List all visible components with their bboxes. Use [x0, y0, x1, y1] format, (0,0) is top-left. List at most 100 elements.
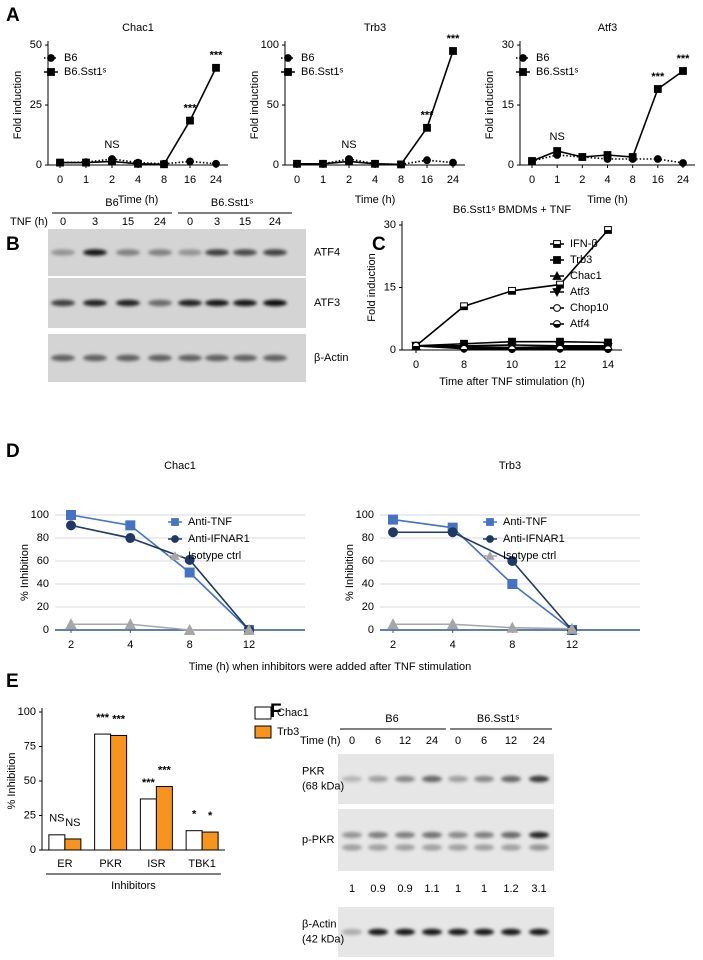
- marker: [447, 527, 458, 538]
- legend-marker: [486, 518, 494, 526]
- marker: [125, 520, 136, 531]
- x-tick-label: 8: [630, 174, 636, 186]
- marker: [653, 155, 662, 163]
- y-tick-label: 0: [368, 624, 374, 636]
- row-label: (68 kDa): [302, 780, 344, 792]
- legend-label: B6.Sst1ˢ: [536, 66, 579, 78]
- y-tick-label: 30: [384, 219, 396, 231]
- x-tick-label: 14: [602, 359, 614, 371]
- x-axis-label: Inhibitors: [111, 880, 156, 892]
- x-tick-label: 0: [294, 174, 300, 186]
- band: [529, 844, 549, 851]
- marker: [423, 123, 431, 132]
- x-tick-label: 16: [652, 174, 664, 186]
- marker: [56, 158, 64, 167]
- marker: [604, 226, 612, 234]
- marker: [186, 116, 194, 125]
- band: [51, 354, 75, 362]
- lane-label: 3: [92, 216, 98, 228]
- legend-marker: [284, 54, 292, 62]
- x-tick-label: 12: [243, 639, 255, 651]
- y-tick-label: 0: [30, 844, 36, 856]
- series-line: [71, 623, 249, 631]
- x-tick-label: 1: [554, 174, 560, 186]
- panel-label: F: [270, 701, 282, 722]
- x-tick-label: 8: [161, 174, 167, 186]
- x-axis-label: Time (h) when inhibitors were added afte…: [189, 661, 471, 673]
- x-tick-label: 24: [210, 174, 222, 186]
- y-tick-label: 0: [390, 344, 396, 356]
- band: [342, 844, 362, 851]
- marker: [556, 280, 564, 289]
- x-tick-label: 1: [320, 174, 326, 186]
- x-tick-label: 24: [447, 174, 459, 186]
- row-label: β-Actin: [314, 352, 348, 364]
- bar: [185, 830, 203, 851]
- x-tick-label: 4: [372, 174, 378, 186]
- band: [529, 928, 549, 936]
- y-axis-label: Fold induction: [484, 71, 496, 140]
- group-label: B6.Sst1ˢ: [211, 197, 254, 209]
- significance-label: ***: [142, 777, 156, 789]
- x-tick-label: 2: [346, 174, 352, 186]
- legend-label: Anti-IFNAR1: [503, 533, 565, 545]
- legend-label: Isotype ctrl: [503, 550, 556, 562]
- blot-panel: [338, 809, 554, 871]
- quantification: 1: [349, 883, 355, 895]
- legend-label: Atf4: [570, 318, 590, 330]
- x-tick-label: 16: [421, 174, 433, 186]
- chart-title: Chac1: [122, 22, 154, 34]
- lane-label: 0: [187, 216, 193, 228]
- lane-label: 0: [455, 735, 461, 747]
- marker: [66, 510, 76, 520]
- legend-marker: [553, 256, 561, 264]
- group-label: B6.Sst1ˢ: [477, 713, 520, 725]
- x-tick-label: 0: [529, 174, 535, 186]
- y-tick-label: 100: [18, 706, 36, 718]
- y-tick-label: 20: [37, 601, 49, 613]
- significance-label: ***: [96, 712, 110, 724]
- x-tick-label: 2: [579, 174, 585, 186]
- quantification: 0.9: [397, 883, 412, 895]
- chart-title: Atf3: [598, 22, 618, 34]
- x-axis-label: Time (h): [355, 194, 396, 206]
- y-tick-label: 30: [502, 39, 514, 51]
- x-tick-label: 2: [68, 639, 74, 651]
- band: [474, 928, 494, 936]
- marker: [397, 160, 405, 169]
- legend-label: Trb3: [277, 726, 299, 738]
- marker: [412, 341, 420, 350]
- annotation: NS: [550, 131, 565, 143]
- marker: [243, 623, 255, 635]
- panel-label: B: [6, 234, 20, 255]
- marker: [82, 158, 90, 167]
- legend-label: B6.Sst1ˢ: [64, 66, 107, 78]
- y-axis-label: Fold induction: [366, 253, 378, 322]
- annotation: ***: [184, 103, 198, 115]
- legend-label: Chac1: [570, 270, 602, 282]
- y-tick-label: 0: [273, 159, 279, 171]
- y-tick-label: 0: [43, 624, 49, 636]
- lane-label: 12: [505, 735, 517, 747]
- band: [205, 354, 229, 362]
- band: [148, 299, 172, 307]
- quantification: 1.2: [503, 883, 518, 895]
- x-tick-label: 8: [461, 359, 467, 371]
- x-tick-label: TBK1: [188, 858, 216, 870]
- marker: [506, 621, 519, 633]
- band: [501, 775, 521, 783]
- y-tick-label: 100: [31, 509, 49, 521]
- x-tick-label: 4: [135, 174, 141, 186]
- band: [395, 928, 415, 936]
- x-tick-label: 0: [57, 174, 63, 186]
- lane-label: 24: [533, 735, 545, 747]
- legend-label: Chac1: [277, 707, 309, 719]
- y-tick-label: 100: [261, 39, 279, 51]
- legend-marker: [553, 240, 561, 248]
- series-line: [70, 524, 250, 631]
- x-tick-label: 8: [509, 639, 515, 651]
- legend-marker: [519, 68, 527, 76]
- bar: [110, 734, 128, 851]
- band: [395, 775, 415, 783]
- band: [501, 831, 521, 839]
